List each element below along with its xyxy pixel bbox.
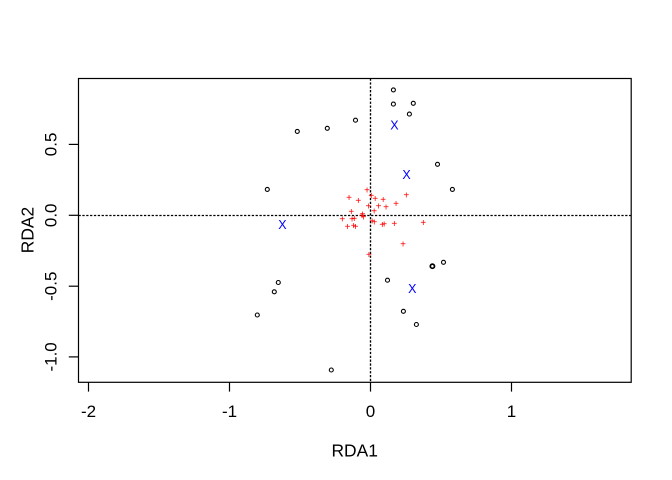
svg-text:+: + <box>364 185 370 196</box>
svg-text:+: + <box>351 221 357 232</box>
svg-text:-1.0: -1.0 <box>41 342 60 371</box>
svg-text:X: X <box>390 119 399 133</box>
svg-text:+: + <box>380 195 386 206</box>
svg-text:X: X <box>408 282 417 296</box>
svg-text:X: X <box>402 168 411 182</box>
svg-text:1: 1 <box>507 402 516 421</box>
svg-text:0: 0 <box>366 402 375 421</box>
svg-text:+: + <box>371 218 377 229</box>
svg-text:+: + <box>355 196 361 207</box>
svg-text:X: X <box>278 218 287 232</box>
svg-text:+: + <box>376 202 382 213</box>
svg-text:+: + <box>359 211 365 222</box>
svg-text:+: + <box>391 219 397 230</box>
svg-text:-1: -1 <box>222 402 237 421</box>
svg-text:+: + <box>365 201 371 212</box>
svg-text:+: + <box>368 191 374 202</box>
svg-text:+: + <box>403 190 409 201</box>
svg-text:+: + <box>349 214 355 225</box>
svg-text:RDA1: RDA1 <box>332 440 378 460</box>
svg-text:+: + <box>351 214 357 225</box>
svg-text:+: + <box>360 209 366 220</box>
svg-text:+: + <box>420 218 426 229</box>
svg-text:+: + <box>369 216 375 227</box>
svg-text:+: + <box>345 222 351 233</box>
svg-text:+: + <box>372 194 378 205</box>
svg-text:+: + <box>371 206 377 217</box>
svg-text:+: + <box>393 199 399 210</box>
svg-text:+: + <box>366 250 372 261</box>
svg-text:+: + <box>381 219 387 230</box>
svg-text:+: + <box>379 220 385 231</box>
svg-text:+: + <box>353 222 359 233</box>
svg-text:+: + <box>348 207 354 218</box>
svg-text:+: + <box>346 193 352 204</box>
svg-text:-2: -2 <box>81 402 96 421</box>
svg-text:0.0: 0.0 <box>41 203 60 227</box>
svg-text:+: + <box>383 202 389 213</box>
svg-text:+: + <box>361 212 367 223</box>
svg-text:RDA2: RDA2 <box>18 207 38 253</box>
svg-text:+: + <box>339 214 345 225</box>
svg-text:+: + <box>400 239 406 250</box>
svg-text:-0.5: -0.5 <box>41 272 60 301</box>
svg-text:0.5: 0.5 <box>41 133 60 157</box>
